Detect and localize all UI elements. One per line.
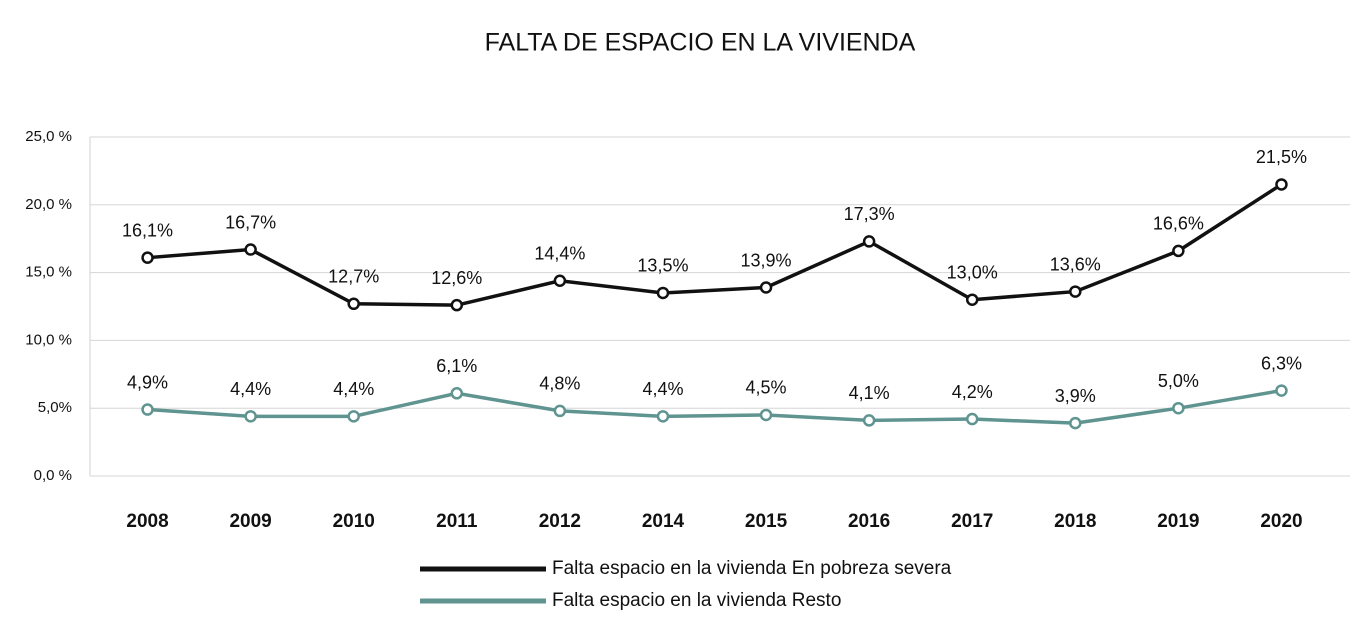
x-tick-label: 2011 xyxy=(436,511,478,532)
marker xyxy=(965,293,979,306)
y-tick-label: 25,0 % xyxy=(25,128,72,145)
marker xyxy=(862,235,876,248)
value-label: 13,0% xyxy=(947,262,998,282)
marker xyxy=(1172,244,1185,258)
x-tick-label: 2008 xyxy=(126,511,168,532)
value-label: 17,3% xyxy=(844,204,895,224)
marker xyxy=(450,298,464,312)
value-label: 16,1% xyxy=(122,220,173,240)
y-tick-label: 10,0 % xyxy=(25,331,72,348)
marker xyxy=(244,410,257,423)
x-tick-label: 2010 xyxy=(333,511,375,532)
marker xyxy=(347,297,360,311)
value-label: 4,2% xyxy=(952,382,993,402)
value-label: 4,9% xyxy=(127,372,168,392)
value-label: 21,5% xyxy=(1256,147,1307,167)
y-tick-label: 0,0 % xyxy=(34,467,72,484)
series-line xyxy=(147,388,1282,425)
marker xyxy=(347,410,360,423)
y-tick-label: 20,0 % xyxy=(25,196,72,213)
x-tick-label: 2020 xyxy=(1260,511,1302,532)
value-label: 4,5% xyxy=(746,378,787,398)
marker xyxy=(656,286,670,300)
series-line xyxy=(147,182,1283,307)
x-tick-label: 2015 xyxy=(745,511,788,532)
value-label: 6,3% xyxy=(1261,353,1302,373)
x-tick-label: 2012 xyxy=(539,511,581,532)
value-label: 4,1% xyxy=(849,383,890,403)
marker xyxy=(1172,401,1185,415)
value-label: 5,0% xyxy=(1158,371,1199,391)
value-label: 16,7% xyxy=(225,212,276,232)
marker xyxy=(1275,178,1288,191)
x-tick-label: 2009 xyxy=(229,511,271,532)
legend-label: Falta espacio en la vivienda Resto xyxy=(552,590,841,611)
marker xyxy=(656,410,670,423)
y-tick-label: 5,0% xyxy=(38,399,72,416)
marker xyxy=(141,403,154,416)
x-tick-label: 2019 xyxy=(1157,511,1199,532)
value-label: 4,8% xyxy=(539,374,580,394)
marker xyxy=(244,243,257,256)
x-tick-label: 2018 xyxy=(1054,511,1096,532)
marker xyxy=(450,387,464,400)
marker xyxy=(553,274,567,287)
value-label: 3,9% xyxy=(1055,386,1096,406)
legend-label: Falta espacio en la vivienda En pobreza … xyxy=(552,558,952,579)
value-label: 4,4% xyxy=(642,379,683,399)
marker xyxy=(1069,416,1082,430)
x-tick-label: 2014 xyxy=(642,511,685,532)
marker xyxy=(862,414,876,427)
x-tick-label: 2017 xyxy=(951,511,993,532)
x-tick-label: 2016 xyxy=(848,511,890,532)
value-label: 6,1% xyxy=(436,356,477,376)
marker xyxy=(965,412,979,426)
marker xyxy=(759,408,773,422)
value-label: 13,5% xyxy=(637,256,688,276)
marker xyxy=(553,404,567,418)
value-label: 4,4% xyxy=(230,379,271,399)
value-label: 13,6% xyxy=(1050,254,1101,274)
y-tick-label: 15,0 % xyxy=(25,264,72,281)
value-label: 16,6% xyxy=(1153,214,1204,234)
marker xyxy=(759,281,773,294)
marker xyxy=(1069,285,1082,298)
value-label: 13,9% xyxy=(741,250,792,270)
chart-title: FALTA DE ESPACIO EN LA VIVIENDA xyxy=(485,29,916,57)
marker xyxy=(1275,384,1288,397)
marker xyxy=(141,251,154,264)
value-label: 12,6% xyxy=(431,268,482,288)
value-label: 14,4% xyxy=(534,243,585,263)
value-label: 12,7% xyxy=(328,267,379,287)
value-label: 4,4% xyxy=(333,379,374,399)
